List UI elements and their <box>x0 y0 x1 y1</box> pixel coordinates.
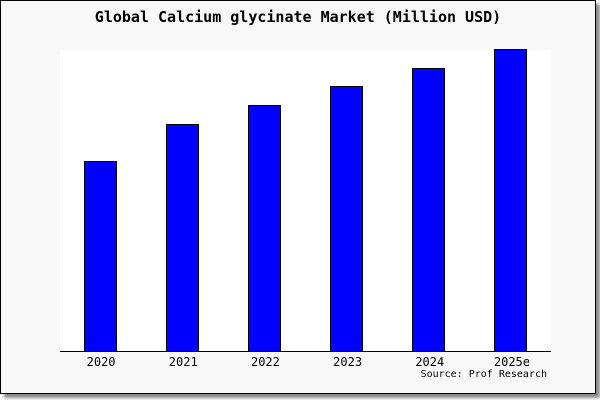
x-axis-labels: 2020 2021 2022 2023 2024 2025e <box>60 355 553 369</box>
bar-2024 <box>411 67 445 351</box>
bar-slot-2020 <box>60 50 142 351</box>
x-tick-label-2022: 2022 <box>250 355 280 369</box>
bar-2025e <box>493 49 527 351</box>
bar-2023 <box>329 86 363 351</box>
x-tick-label-2025e: 2025e <box>493 355 530 369</box>
x-tick-label-2020: 2020 <box>86 355 116 369</box>
chart-title: Global Calcium glycinate Market (Million… <box>94 8 502 26</box>
plot-area <box>60 49 551 352</box>
bars-container <box>60 49 551 351</box>
x-tick-label-2023: 2023 <box>333 355 363 369</box>
chart-panel: Global Calcium glycinate Market (Million… <box>0 0 596 394</box>
bar-2020 <box>84 160 118 351</box>
x-tick-label-2024: 2024 <box>415 355 445 369</box>
bar-2022 <box>248 105 282 351</box>
bar-slot-2023 <box>305 50 387 351</box>
bar-2021 <box>166 123 200 351</box>
x-tick-label-2021: 2021 <box>168 355 198 369</box>
bar-slot-2025e <box>469 49 551 351</box>
bar-slot-2022 <box>224 50 306 351</box>
bar-slot-2024 <box>387 50 469 351</box>
source-note: Source: Prof Research <box>420 369 547 380</box>
bar-slot-2021 <box>142 50 224 351</box>
